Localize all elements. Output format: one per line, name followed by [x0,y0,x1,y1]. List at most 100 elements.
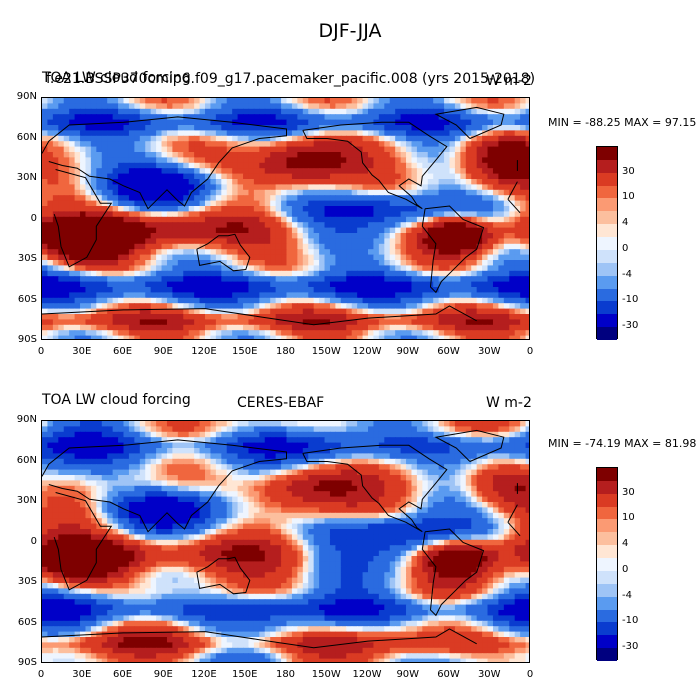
panel2-field-cell [373,458,380,465]
panel2-field-cell [384,458,391,465]
panel1-field-cell [69,260,76,266]
panel1-field-cell [400,162,407,169]
panel1-field-cell [259,249,266,256]
panel1-field-cell [47,114,54,121]
panel1-field-cell [123,173,130,180]
panel1-field-cell [85,292,92,299]
panel1-field-cell [438,335,445,339]
panel1-field-cell [302,135,309,142]
panel1-field-cell [514,152,521,158]
panel1-field-cell [482,168,489,175]
panel1-field-cell [205,287,212,293]
panel1-field-cell [139,260,146,266]
panel1-field-cell [438,222,445,229]
panel1-field-cell [454,222,461,229]
panel2-field-cell [454,421,461,427]
panel2-field-cell [63,469,70,476]
panel1-field-cell [291,114,298,121]
panel1-field-cell [329,243,336,250]
panel1-field-cell [319,281,326,288]
panel1-field-cell [112,168,119,175]
panel1-field-cell [156,249,163,256]
panel1-field-cell [291,276,298,283]
panel1-field-cell [156,254,163,261]
panel2-field-cell [156,464,163,471]
panel1-field-cell [134,189,141,196]
panel2-field-cell [454,469,461,476]
panel1-field-cell [85,281,92,288]
panel1-field-cell [411,141,418,148]
panel1-field-cell [150,287,157,293]
panel2-field-cell [281,442,288,449]
panel1-field-cell [492,260,499,266]
panel2-field-cell [194,421,201,427]
panel1-field-cell [329,173,336,180]
panel1-field-cell [406,162,413,169]
panel1-field-cell [357,211,364,218]
panel1-field-cell [368,162,375,169]
panel1-field-cell [221,184,228,191]
panel1-field-cell [351,260,358,266]
panel1-field-cell [335,222,342,229]
panel1-field-cell [85,216,92,223]
panel2-field-cell [80,469,87,476]
panel1-field-cell [378,324,385,331]
panel1-field-cell [205,260,212,266]
panel1-field-cell [270,141,277,148]
panel1-field-cell [438,297,445,304]
panel2-field-cell [52,421,59,427]
panel2-field-cell [177,448,184,454]
panel1-field-cell [471,179,478,185]
panel1-field-cell [362,108,369,115]
panel1-field-cell [368,141,375,148]
panel1-field-cell [215,179,222,185]
panel1-field-cell [183,270,190,277]
panel1-field-cell [172,249,179,256]
panel2-field-cell [340,421,347,427]
panel1-field-cell [444,265,451,272]
panel1-field-cell [525,189,529,196]
panel1-field-cell [482,125,489,131]
panel1-field-cell [69,130,76,137]
panel1-field-cell [74,168,81,175]
panel1-field-cell [221,141,228,148]
panel1-field-cell [52,330,59,337]
panel1-field-cell [291,265,298,272]
panel2-field-cell [90,475,97,481]
panel1-field-cell [205,125,212,131]
panel2-field-cell [416,421,423,427]
panel1-field-cell [281,303,288,310]
panel1-field-cell [444,243,451,250]
panel1-field-cell [357,125,364,131]
panel1-field-cell [416,335,423,339]
panel1-field-cell [373,287,380,293]
panel1-field-cell [313,254,320,261]
panel1-field-cell [281,308,288,315]
panel1-field-cell [139,330,146,337]
panel2-field-cell [150,431,157,438]
panel1-field-cell [253,254,260,261]
panel1-field-cell [275,152,282,158]
panel1-field-cell [134,184,141,191]
panel1-field-cell [335,141,342,148]
panel1-field-cell [454,168,461,175]
panel1-field-cell [291,281,298,288]
panel1-field-cell [302,303,309,310]
panel1-field-cell [482,330,489,337]
panel1-field-cell [302,292,309,299]
panel1-field-cell [107,335,114,339]
panel1-field-cell [215,184,222,191]
panel1-field-cell [400,335,407,339]
panel1-field-cell [313,179,320,185]
panel1-field-cell [63,281,70,288]
panel1-field-cell [47,287,54,293]
panel2-field-cell [183,458,190,465]
panel1-field-cell [460,265,467,272]
panel1-field-cell [454,162,461,169]
panel1-field-cell [221,173,228,180]
panel2-field-cell [74,453,81,460]
panel1-field-cell [199,319,206,326]
panel1-field-cell [335,216,342,223]
panel1-field-cell [362,227,369,234]
panel1-field-cell [58,152,65,158]
